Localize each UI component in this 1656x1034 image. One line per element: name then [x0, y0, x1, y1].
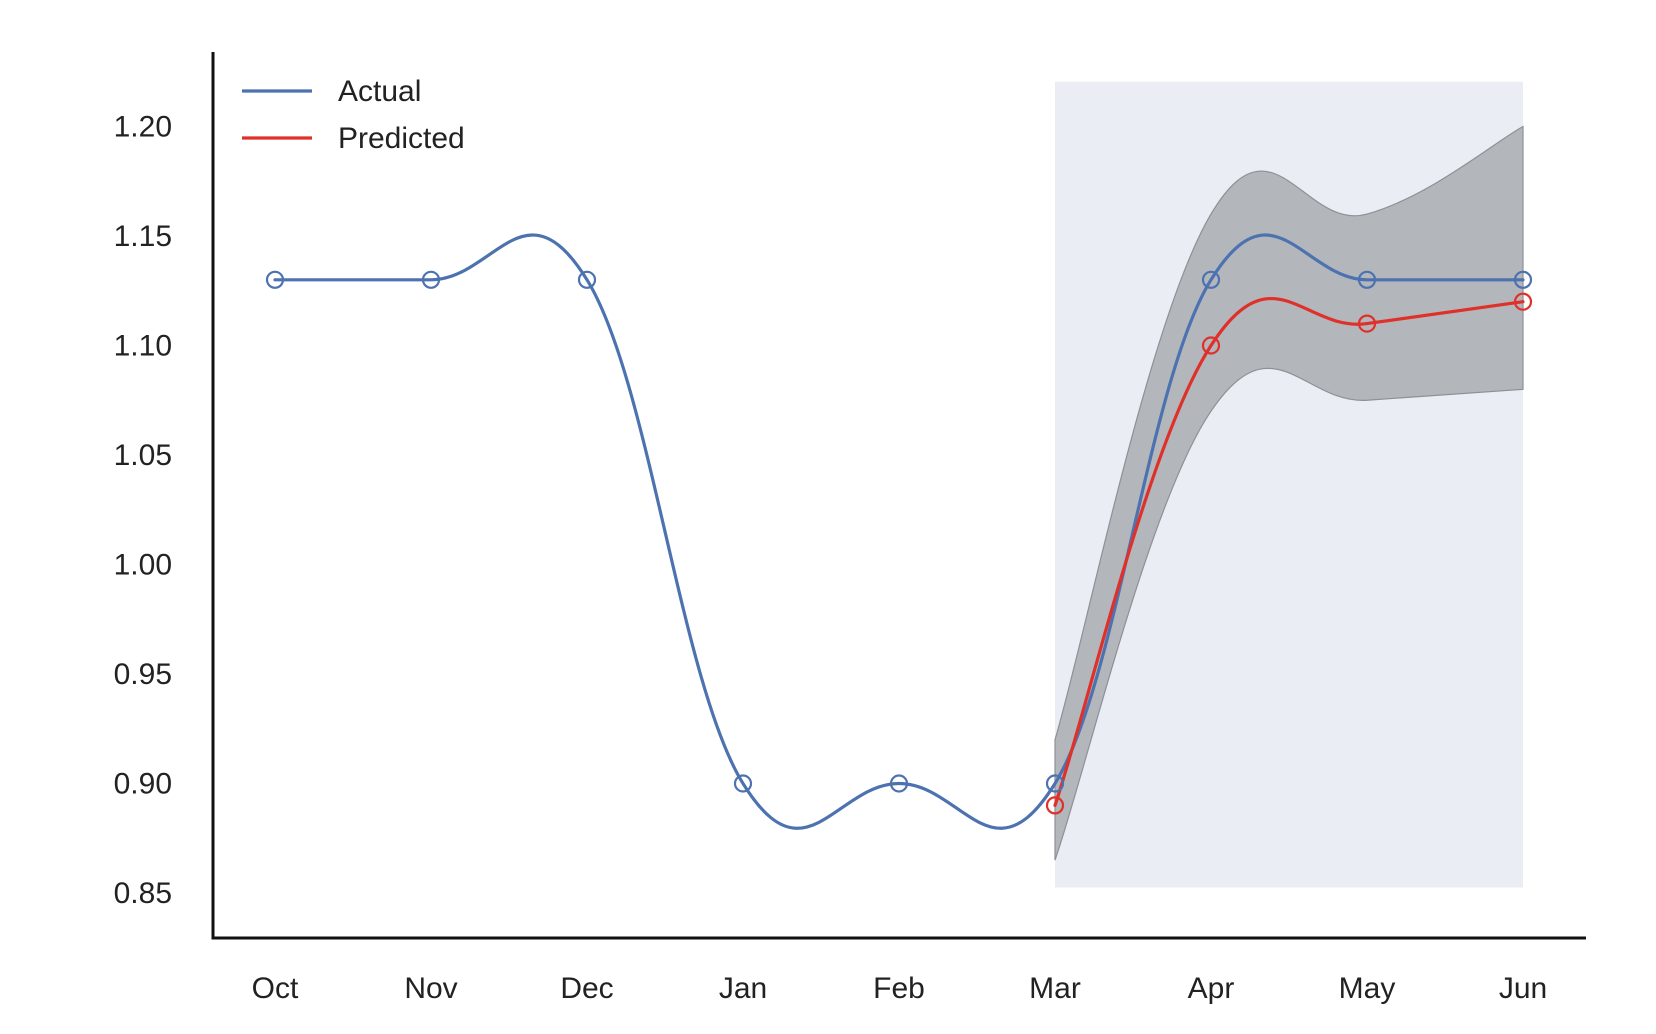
x-tick-label: Oct [252, 972, 299, 1005]
data-point-actual [889, 774, 909, 793]
y-tick-label: 1.05 [114, 439, 172, 472]
x-tick-label: Mar [1029, 972, 1081, 1005]
y-tick-label: 1.10 [114, 330, 172, 363]
x-tick-label: Jan [719, 972, 767, 1005]
x-tick-label: Dec [560, 972, 613, 1005]
x-tick-label: Nov [404, 972, 457, 1005]
y-tick-label: 1.20 [114, 111, 172, 144]
y-tick-label: 1.00 [114, 549, 172, 582]
y-tick-label: 1.15 [114, 220, 172, 253]
data-point-predicted [1357, 314, 1377, 333]
y-tick-label: 0.95 [114, 658, 172, 691]
data-point-predicted [1513, 292, 1533, 311]
data-point-predicted [1045, 796, 1065, 815]
data-point-actual [1513, 270, 1533, 289]
x-tick-label: Jun [1499, 972, 1547, 1005]
data-point-predicted [1201, 336, 1221, 355]
data-point-actual [1045, 774, 1065, 793]
data-point-actual [265, 270, 285, 289]
x-tick-label: Feb [873, 972, 925, 1005]
y-tick-label: 0.90 [114, 768, 172, 801]
series-lines [273, 233, 1525, 830]
series-line-predicted [1053, 297, 1525, 807]
y-tick-labels: 0.85 0.90 0.95 1.00 1.05 1.10 1.15 1.20 [114, 111, 172, 911]
axes [211, 52, 1586, 940]
confidence-band [1054, 125, 1524, 861]
legend-label-predicted: Predicted [338, 122, 465, 155]
data-point-actual [421, 270, 441, 289]
data-point-actual [1357, 270, 1377, 289]
data-point-actual [1201, 270, 1221, 289]
series-markers [265, 270, 1533, 815]
series-line-actual [273, 233, 1525, 830]
x-tick-label: Apr [1188, 972, 1235, 1005]
x-tick-label: May [1339, 972, 1396, 1005]
data-point-actual [577, 270, 597, 289]
y-tick-label: 0.85 [114, 877, 172, 910]
data-point-actual [733, 774, 753, 793]
x-tick-labels: Oct Nov Dec Jan Feb Mar Apr May Jun [252, 972, 1548, 1005]
confidence-band-layer [1054, 125, 1524, 861]
legend-label-actual: Actual [338, 75, 421, 108]
legend: Actual Predicted [242, 75, 465, 155]
